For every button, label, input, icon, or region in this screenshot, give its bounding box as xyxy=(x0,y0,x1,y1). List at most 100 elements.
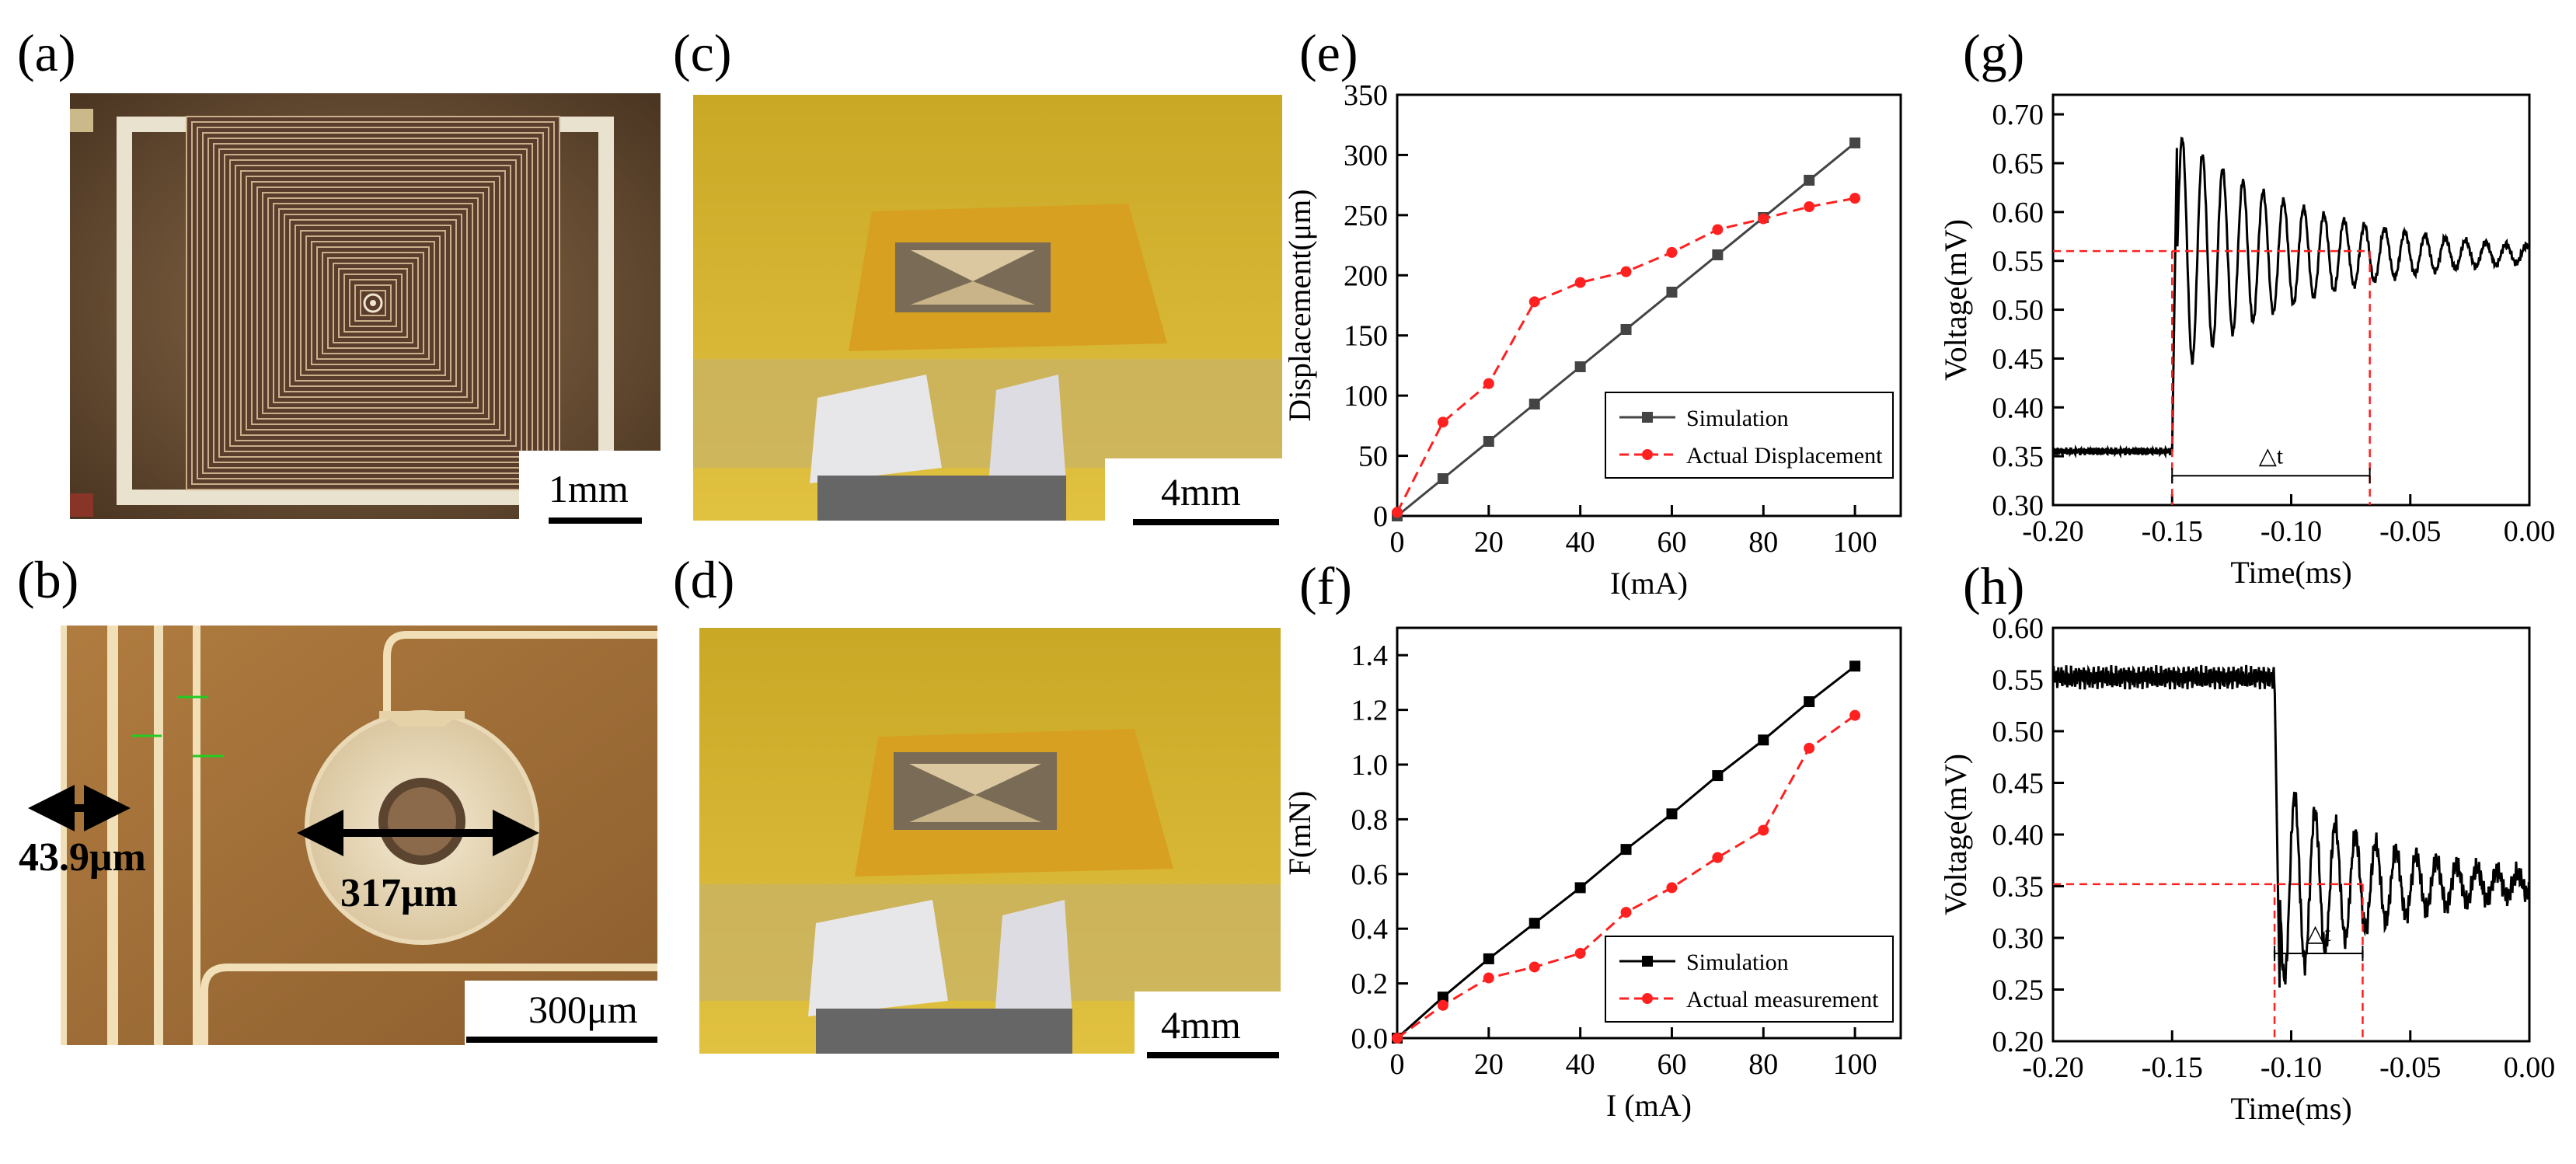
data-point xyxy=(1620,844,1632,856)
panel-label-e: (e) xyxy=(1299,23,1358,82)
data-point xyxy=(1574,882,1586,894)
coil-turn xyxy=(213,143,533,463)
y-tick-label: 0.45 xyxy=(1992,343,2044,375)
panel-label-f: (f) xyxy=(1299,556,1352,615)
y-tick-label: 0.4 xyxy=(1351,913,1389,946)
chart-f: 0 20 40 60 80 100 0.0 0.2 0.4 0.6 0.8 1.0 1.2 1.4 I (m… xyxy=(1282,626,1902,1123)
delta-t-label: △t xyxy=(2259,443,2284,469)
x-tick-label: 80 xyxy=(1748,1048,1778,1081)
data-point xyxy=(1804,174,1815,186)
y-tick-label: 0.65 xyxy=(1992,148,2044,180)
panel-label-d: (d) xyxy=(673,550,735,609)
x-tick-label: 40 xyxy=(1566,1048,1595,1081)
device-image-c xyxy=(693,95,1282,521)
dim-line-width-label: 43.9μm xyxy=(19,835,146,880)
data-point xyxy=(1483,378,1494,389)
coil-turn xyxy=(235,165,511,441)
x-axis-label: Time(ms) xyxy=(2230,555,2351,590)
y-tick-label: 0.8 xyxy=(1351,803,1389,836)
data-point xyxy=(1529,296,1540,308)
x-tick-label: -0.20 xyxy=(2022,515,2083,548)
coil-turn xyxy=(267,197,479,409)
x-axis-label: I(mA) xyxy=(1610,566,1688,601)
panel-label-h: (h) xyxy=(1963,556,2025,615)
coil-turn xyxy=(305,235,441,371)
scale-box-a xyxy=(519,451,661,519)
dimension-arrows-b xyxy=(28,785,539,856)
y-tick-label: 0.60 xyxy=(1992,612,2044,645)
coil-turn xyxy=(218,148,528,458)
scale-box-c xyxy=(1105,458,1282,525)
data-point xyxy=(1642,956,1653,967)
data-point xyxy=(1849,660,1861,672)
data-point xyxy=(1620,266,1632,277)
data-point xyxy=(1620,323,1632,335)
data-point xyxy=(1620,907,1632,918)
data-point xyxy=(1437,472,1448,484)
data-point xyxy=(1642,449,1653,460)
y-tick-label: 0.55 xyxy=(1992,246,2044,278)
coil-turn xyxy=(197,127,549,479)
y-tick-label: 350 xyxy=(1344,79,1388,112)
scale-label-a: 1mm xyxy=(549,467,629,511)
y-tick-label: 0.55 xyxy=(1992,664,2044,697)
coil-turn xyxy=(256,186,490,420)
coil-turn xyxy=(333,263,413,343)
x-tick-label: -0.15 xyxy=(2142,1051,2203,1084)
coil-turn xyxy=(300,230,446,376)
data-point xyxy=(1712,224,1724,235)
data-point xyxy=(1804,696,1815,708)
y-axis-label: Voltage(mV) xyxy=(1938,754,1973,915)
data-point xyxy=(1574,947,1586,959)
coil-photo-a xyxy=(70,93,661,519)
dim-hole-label: 317μm xyxy=(340,871,458,915)
coil-turn xyxy=(327,257,419,349)
data-point xyxy=(1437,416,1448,428)
legend-label: Actual measurement xyxy=(1686,987,1879,1012)
coil-turn xyxy=(349,279,397,327)
legend-box xyxy=(1605,392,1894,479)
x-tick-label: 60 xyxy=(1657,1048,1686,1081)
x-tick-label: 100 xyxy=(1833,526,1877,559)
data-point xyxy=(1437,999,1448,1011)
panel-label-b: (b) xyxy=(17,550,79,609)
data-point xyxy=(1666,246,1678,258)
y-tick-label: 0.6 xyxy=(1351,859,1389,891)
coil-turn xyxy=(338,268,408,338)
data-point xyxy=(1712,249,1724,260)
y-tick-label: 1.0 xyxy=(1351,749,1389,782)
coil-turn xyxy=(343,274,403,333)
chart-h: -0.20 -0.15 -0.10 -0.05 0.00 0.20 0.25 0.30 0.35… xyxy=(1938,612,2555,1126)
coil-turn xyxy=(278,208,468,398)
data-point xyxy=(1758,213,1769,225)
data-point xyxy=(1758,824,1769,836)
y-tick-label: 200 xyxy=(1344,260,1388,292)
legend-box xyxy=(1605,936,1894,1023)
y-tick-label: 1.2 xyxy=(1351,695,1389,727)
coil-turn xyxy=(191,121,555,485)
x-tick-label: -0.05 xyxy=(2379,1051,2441,1084)
x-tick-label: 20 xyxy=(1474,526,1504,559)
y-tick-label: 0 xyxy=(1373,500,1388,533)
spiral-coil-image xyxy=(70,93,661,519)
coil-turn xyxy=(207,138,539,469)
y-tick-label: 100 xyxy=(1344,380,1388,413)
coil-turn xyxy=(273,203,473,403)
voltage-trace xyxy=(2051,136,2531,459)
x-axis-label: I (mA) xyxy=(1606,1088,1692,1123)
coil-turn xyxy=(322,252,424,354)
data-point xyxy=(1758,734,1769,746)
x-tick-label: 0.00 xyxy=(2504,515,2556,548)
device-photo-c xyxy=(693,95,1282,521)
data-point xyxy=(1483,972,1494,984)
panel-label-g: (g) xyxy=(1963,23,2025,82)
panel-label-c: (c) xyxy=(673,23,732,82)
scale-bar-a xyxy=(549,518,642,524)
data-point xyxy=(1437,991,1448,1003)
data-point xyxy=(1529,961,1540,973)
x-tick-label: -0.15 xyxy=(2142,515,2203,548)
y-tick-label: 150 xyxy=(1344,320,1388,353)
coil-turn xyxy=(224,154,522,452)
scale-box-d xyxy=(1135,991,1282,1057)
